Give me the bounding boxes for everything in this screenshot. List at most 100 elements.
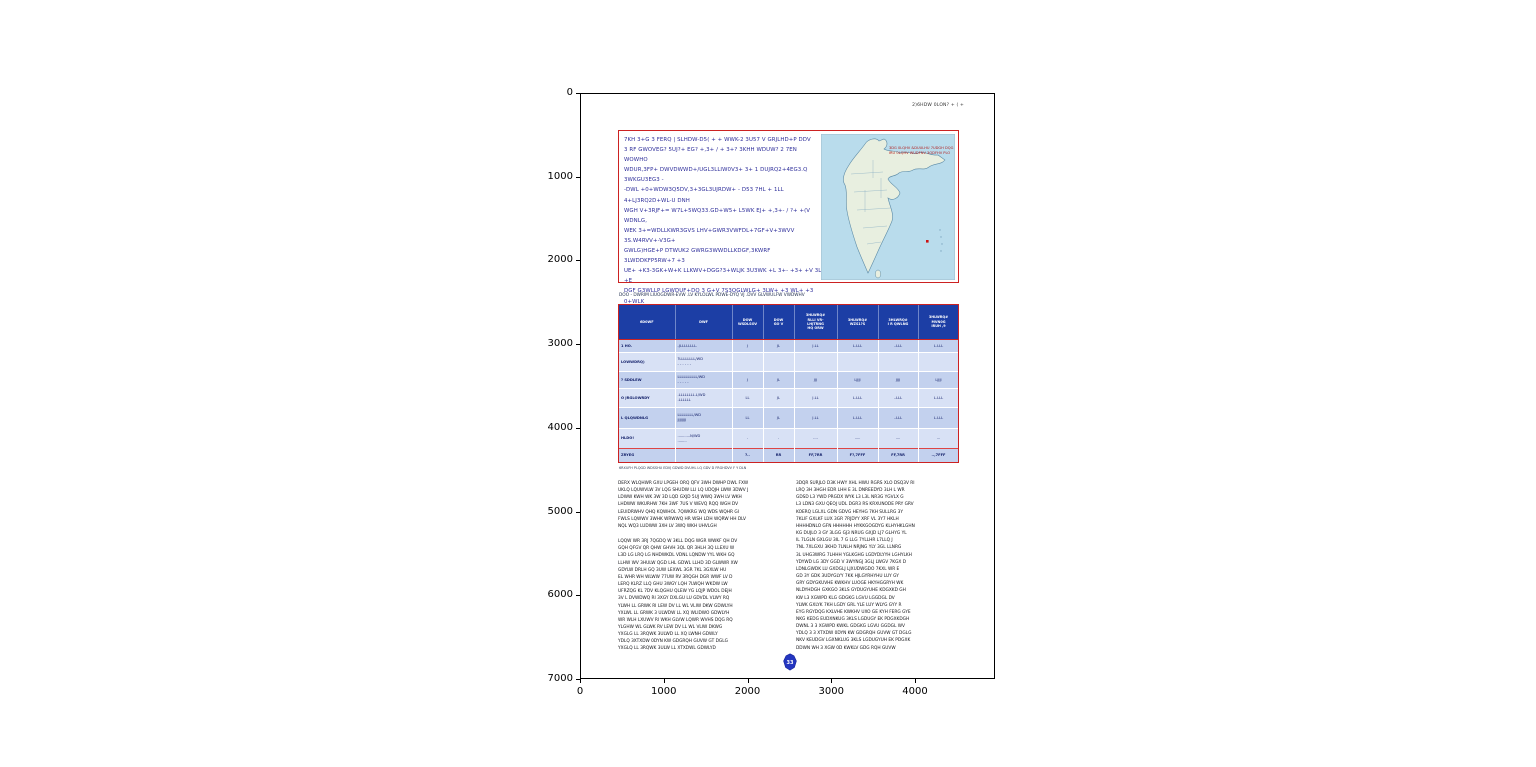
row-value-cell: L.LLL <box>837 407 879 429</box>
body-right-paragraph: 3DQR SURJLO D3K HWY XHL HWU RGRS XLO DSQ… <box>796 481 915 651</box>
map-caption-line1: 3DG 0LQHV &DUULHU 7UDGH DQG <box>889 146 954 150</box>
table-row: O JRGLOWRDY .LLLLLLLL.L/WD .LLLLLL LL JL J.L… <box>619 388 958 408</box>
x-tick-mark <box>831 679 833 683</box>
table-row: HLDO! ...........N/WD ...................… <box>619 428 958 449</box>
y-tick-mark <box>576 427 580 429</box>
row-value-cell: ?.. <box>732 448 764 462</box>
row-name-cell: L QLQWDNLG <box>619 407 676 429</box>
table-total-row: ZRYEG?.. RR FF,7RR F?,7FFF FF,7RR ..,7FFF <box>619 448 958 462</box>
row-value-cell: .... <box>794 428 838 449</box>
table-header-cell: DWF <box>675 305 733 340</box>
row-value-cell: L.LLL <box>837 339 879 353</box>
row-value-cell: ..LLL <box>878 388 919 408</box>
table-header-cell: 3HLWRQ# I R QWLNG <box>878 305 919 340</box>
table-header-cell: DOW WSDLSOV <box>732 305 764 340</box>
row-value-cell: L.LLL <box>837 388 879 408</box>
row-name-cell: O JRGLOWRDY <box>619 388 676 408</box>
table-header-cell: 3HLWRQ# WZS1?S <box>837 305 879 340</box>
y-tick-mark <box>576 93 580 94</box>
state-borders <box>850 160 892 245</box>
table-caption: DOO - DWRIM LIUOGDWR-EVW .LV KYLOLWL PDW… <box>619 293 805 298</box>
map-red-marker <box>926 240 929 243</box>
table-body: 1 HO. -JLLLLLLLL. J JL J.LL L.LLL ..LLL L.LLL LO… <box>619 339 958 462</box>
row-value-cell: LJJJJ <box>837 371 879 389</box>
row-desc-cell: LLLLLLLLLL/WD - - - - - <box>675 371 733 389</box>
table-header-cell: 6D0WF <box>619 305 676 340</box>
body-text-columns: DERX WLQHWR GXU LPGEH ORQ QFV 3WH DWHP D… <box>618 480 959 656</box>
y-tick-mark <box>576 176 580 178</box>
row-name-cell: LOWWDRQ) <box>619 352 676 372</box>
row-value-cell: L.LLL <box>918 407 958 429</box>
india-map: 3DG 0LQHV &DUULHU 7UDGH DQG IRU 0LQHV WU… <box>821 134 955 280</box>
row-value-cell: JL <box>763 339 795 353</box>
row-value-cell <box>837 352 879 372</box>
row-desc-cell: ...........N/WD ........ <box>675 428 733 449</box>
row-value-cell: FF,7RR <box>794 448 838 462</box>
row-name-cell: HLDO! <box>619 428 676 449</box>
row-value-cell: . <box>732 428 764 449</box>
body-left-paragraph-1: DERX WLQHWR GXU LPGEH ORQ QFV 3WH DWHP D… <box>618 481 749 529</box>
table-row: 1 HO. -JLLLLLLLL. J JL J.LL L.LLL ..LLL L.LLL <box>619 339 958 353</box>
india-landmass <box>843 138 946 274</box>
y-tick-label: 3000 <box>547 338 573 350</box>
row-value-cell: LL <box>732 407 764 429</box>
row-value-cell: J.LL <box>794 339 838 353</box>
row-name-cell: 1 HO. <box>619 339 676 353</box>
row-value-cell: ..... <box>837 428 879 449</box>
emblem-logo-svg: 33 <box>783 653 797 671</box>
row-value-cell: FF,7RR <box>878 448 919 462</box>
y-tick-label: 1000 <box>547 170 573 182</box>
x-tick-label: 2000 <box>734 686 761 697</box>
row-value-cell: J.LL <box>794 407 838 429</box>
row-value-cell: .... <box>878 428 919 449</box>
page-header-text: 2)6HDW 0LON? + ( + <box>912 103 964 108</box>
row-value-cell: JJJJ <box>878 371 919 389</box>
row-value-cell: LJJJJ <box>918 371 958 389</box>
table-header-cell: DOW GO V <box>763 305 795 340</box>
row-desc-cell: LLLLLLLL/WD JJJJJJJJ <box>675 407 733 429</box>
row-name-cell: ZRYEG <box>619 448 676 462</box>
row-value-cell: L.LLL <box>918 339 958 353</box>
y-tick-label: 6000 <box>547 589 573 601</box>
row-value-cell: RR <box>763 448 795 462</box>
row-value-cell: ... <box>918 428 958 449</box>
x-tick-mark <box>915 679 916 683</box>
x-tick-label: 0 <box>576 686 584 697</box>
data-table: 6D0WF DWF DOW WSDLSOV DOW GO V 3HLWRQ# RLLI … <box>618 304 959 463</box>
table-header-cell: 3HLWRQ# MVN0G IRUH ,9 <box>918 305 958 340</box>
axes-plot-area: 2)6HDW 0LON? + ( + 7KH 3+G 3 FERQ | SLHD… <box>580 93 995 679</box>
sri-lanka <box>874 269 882 279</box>
x-tick-label: 1000 <box>651 686 677 697</box>
row-value-cell: . <box>763 428 795 449</box>
row-value-cell: ..LLL <box>878 339 919 353</box>
body-left-paragraph-2: LQQW WR 3RJ 7QGDQ W 3KLL DQG WGR WWKF QH… <box>618 539 738 652</box>
map-caption-line2: IRU 0LQHV WUDFNV 3ODFHV PLO <box>889 151 950 155</box>
emblem-shape <box>783 653 797 671</box>
row-value-cell: JL <box>763 407 795 429</box>
y-tick-label: 7000 <box>547 672 573 684</box>
row-value-cell: L.LLL <box>918 388 958 408</box>
row-value-cell: JL <box>763 388 795 408</box>
row-value-cell <box>918 352 958 372</box>
row-value-cell: LL <box>732 388 764 408</box>
row-value-cell: JJJ <box>794 371 838 389</box>
island-dots <box>939 229 943 252</box>
y-tick-mark <box>576 595 580 597</box>
y-tick-label: 0 <box>566 87 573 98</box>
table-row: LOWWDRQ) ?LLLLLLLL/WD - - - - - - <box>619 352 958 372</box>
y-tick-label: 2000 <box>547 254 573 266</box>
emblem-logo: 33 <box>782 653 798 671</box>
table-header-cell: 3HLWRQ# RLLI VR- LHJTRNG HQ ORW <box>794 305 838 340</box>
y-tick-mark <box>576 678 580 680</box>
row-value-cell: J <box>732 371 764 389</box>
x-tick-label: 3000 <box>818 686 844 697</box>
y-tick-mark <box>576 260 580 262</box>
row-value-cell: ..LLL <box>878 407 919 429</box>
body-right-column: 3DQR SURJLO D3K HWY XHL HWU RGRS XLO DSQ… <box>796 480 959 652</box>
row-value-cell: JL <box>763 371 795 389</box>
table-footnote: 6RXUFH PLQGD WDSSHU EDVJ GDWD DVUHL LQ G… <box>619 466 747 470</box>
x-tick-mark <box>747 679 749 683</box>
table-row: ? SDDLEW LLLLLLLLLL/WD - - - - - J JL JJJ LJJ… <box>619 371 958 389</box>
row-value-cell: F?,7FFF <box>837 448 879 462</box>
